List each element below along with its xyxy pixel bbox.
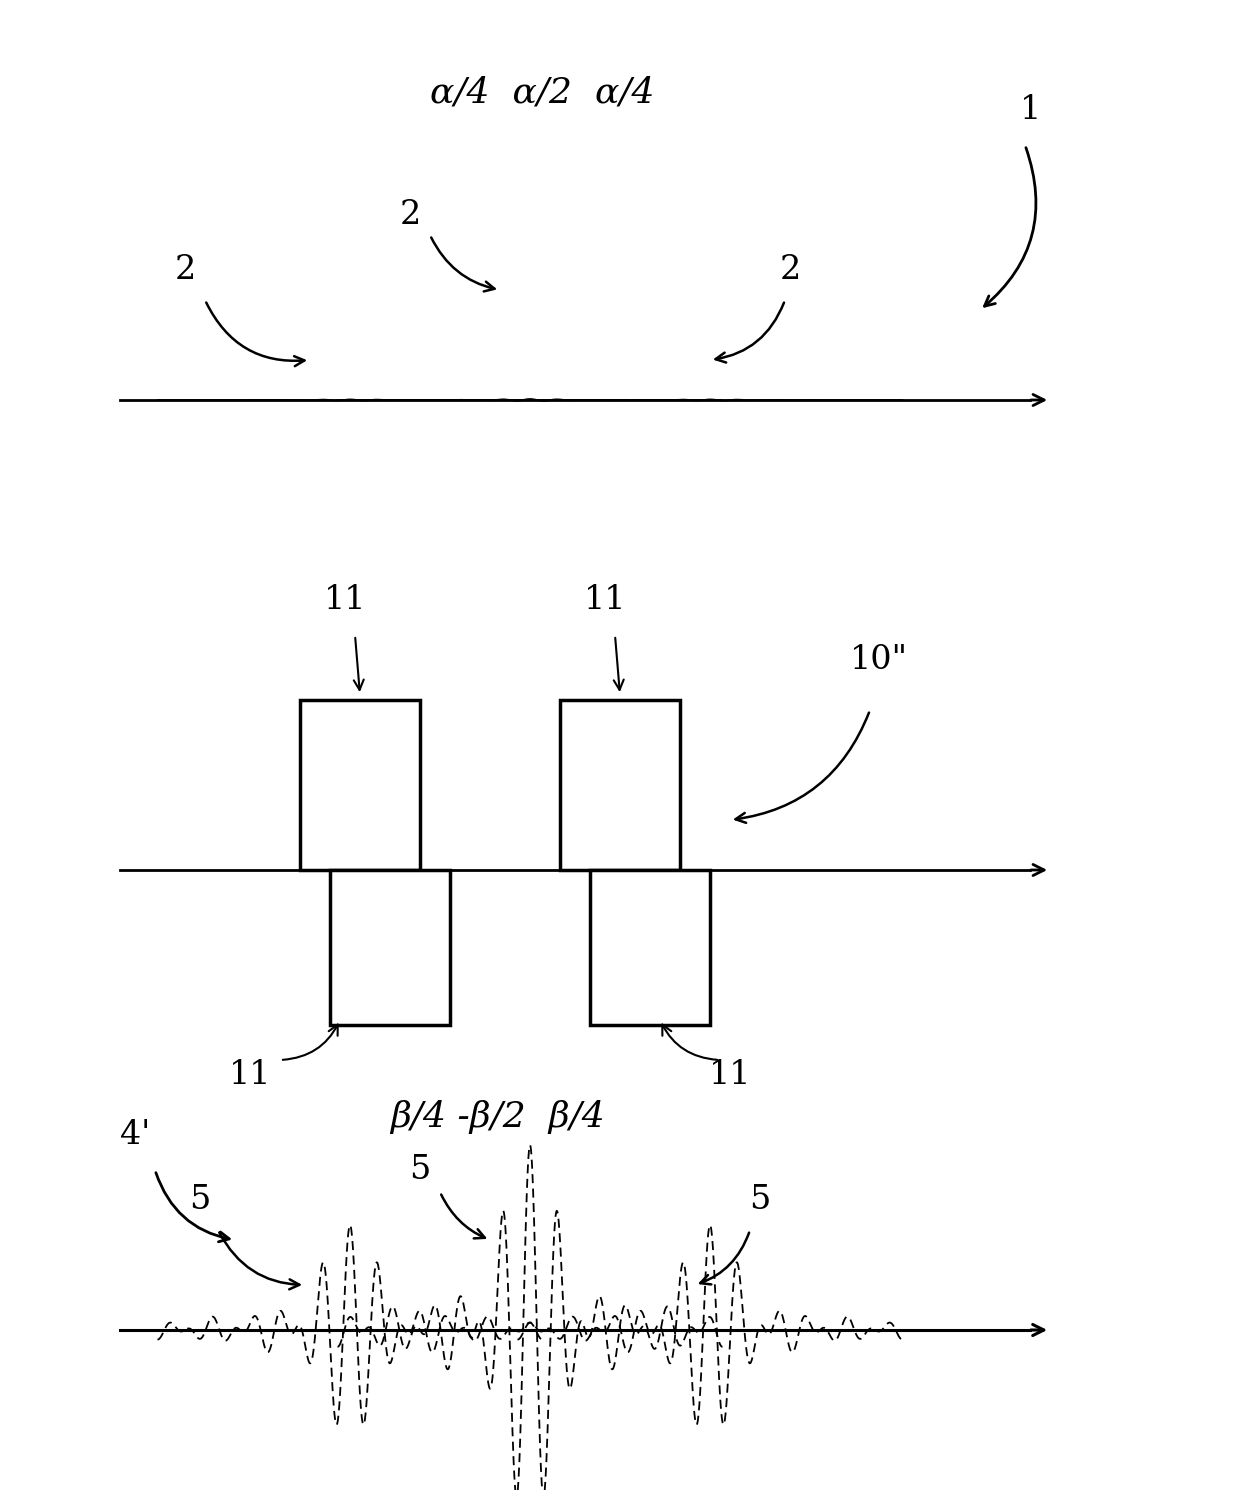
Text: 5: 5 [409,1153,430,1186]
Text: 11: 11 [584,584,626,615]
Text: 11: 11 [228,1059,272,1091]
Text: 2: 2 [399,200,420,231]
Text: 11: 11 [324,584,366,615]
Text: 5: 5 [190,1185,211,1216]
Text: 10": 10" [849,644,908,676]
Text: 4': 4' [120,1119,150,1150]
Text: 5: 5 [749,1185,771,1216]
Bar [590,870,711,1025]
Bar [300,700,420,870]
Bar [560,700,680,870]
Text: 11: 11 [709,1059,751,1091]
Text: α/4  α/2  α/4: α/4 α/2 α/4 [430,74,655,109]
Text: 1: 1 [1021,94,1042,127]
Bar [330,870,450,1025]
Text: 2: 2 [175,253,196,286]
Text: 2: 2 [780,253,801,286]
Text: β/4 -β/2  β/4: β/4 -β/2 β/4 [391,1100,605,1134]
